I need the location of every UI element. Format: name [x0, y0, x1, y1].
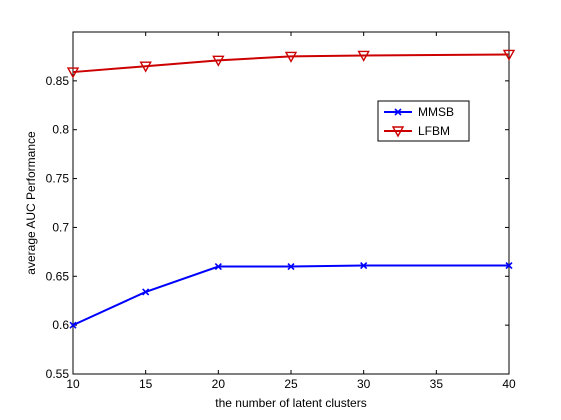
- x-tick-label: 25: [284, 377, 298, 391]
- legend-item-lfbm: LFBM: [384, 124, 450, 138]
- series-mmsb-point: [69, 321, 77, 329]
- x-tick-label: 10: [66, 377, 80, 391]
- x-axis-label: the number of latent clusters: [215, 396, 366, 410]
- x-tick-label: 20: [212, 377, 226, 391]
- series-lfbm-line: [72, 53, 510, 74]
- series-layer: [66, 49, 516, 329]
- series-lfbm-point: [502, 49, 516, 61]
- x-tick-label: 35: [430, 377, 444, 391]
- series-mmsb-point: [142, 288, 150, 296]
- x-tick-label: 40: [502, 377, 516, 391]
- x-axis: 10 15 20 25 30 35 40: [66, 32, 516, 391]
- series-lfbm-point: [212, 55, 225, 67]
- legend: MMSB LFBM: [377, 100, 470, 142]
- y-tick-label: 0.7: [52, 220, 69, 234]
- legend-marker-lfbm: [391, 126, 405, 138]
- y-tick-label: 0.75: [46, 172, 70, 186]
- legend-marker-mmsb: [394, 108, 402, 116]
- y-axis-label: average AUC Performance: [24, 131, 38, 275]
- legend-item-mmsb: MMSB: [384, 105, 454, 119]
- x-tick-label: 30: [357, 377, 371, 391]
- legend-label-lfbm: LFBM: [418, 124, 450, 138]
- y-tick-label: 0.8: [52, 123, 69, 137]
- y-tick-label: 0.85: [46, 74, 70, 88]
- series-lfbm-point: [139, 61, 152, 73]
- y-tick-label: 0.65: [46, 269, 70, 283]
- y-tick-label: 0.55: [46, 367, 70, 381]
- legend-box: [377, 100, 470, 142]
- x-tick-label: 15: [139, 377, 153, 391]
- y-tick-label: 0.6: [52, 318, 69, 332]
- series-mmsb-point: [505, 261, 513, 270]
- series-mmsb-line: [72, 264, 509, 327]
- series-mmsb-point: [360, 261, 368, 270]
- series-lfbm-point: [284, 51, 298, 63]
- series-lfbm: [66, 49, 516, 79]
- series-mmsb: [69, 261, 513, 329]
- series-lfbm-point: [66, 67, 80, 79]
- series-lfbm-point: [357, 50, 370, 62]
- series-mmsb-point: [287, 262, 295, 271]
- legend-label-mmsb: MMSB: [418, 105, 454, 119]
- y-axis: 0.55 0.6 0.65 0.7 0.75 0.8 0.85: [46, 74, 509, 381]
- plot-area: [72, 31, 510, 375]
- series-mmsb-point: [214, 262, 222, 271]
